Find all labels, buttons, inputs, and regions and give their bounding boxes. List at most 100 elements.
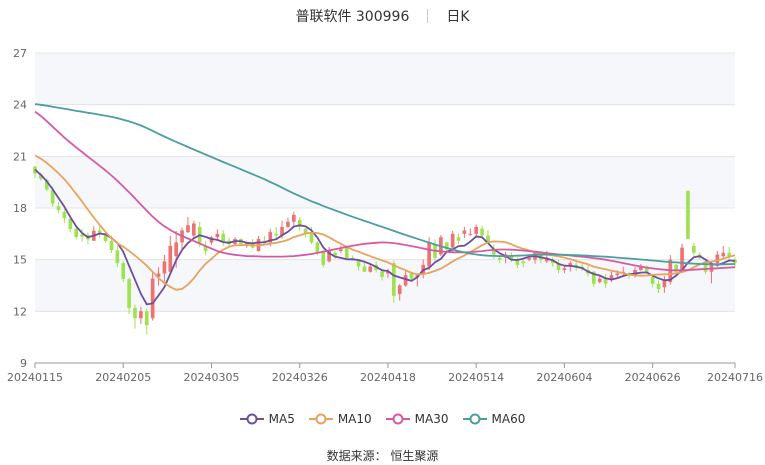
candle-body [574,264,578,267]
x-tick-label: 20240205 [95,371,151,384]
candle-body [62,211,67,218]
candle-body [186,225,190,233]
candle-body [292,214,296,222]
legend-label-ma60: MA60 [491,412,526,426]
candle-body [686,190,690,239]
candle-body [103,233,108,242]
candle-body [497,257,502,260]
candle-body [539,252,543,260]
candle-body [339,249,343,252]
kline-chart[interactable]: 9 12 15 18 21 24 27 20240115 20240205 20240305 202… [0,0,765,400]
candle-body [215,233,220,238]
candle-body [44,179,49,190]
series-line-ma10 [34,154,736,291]
legend-item-ma10[interactable]: MA10 [308,412,372,426]
period-label[interactable]: 日K [446,9,470,25]
candle-body [56,206,61,211]
candle-body [639,266,643,270]
x-tick-label: 20240514 [448,371,504,384]
candle-body [80,234,84,237]
candle-body [592,271,596,284]
candle-body [633,270,637,276]
header-divider [427,9,429,23]
series-line-ma30 [34,110,736,272]
legend-item-ma30[interactable]: MA30 [385,412,449,426]
candle-body [321,251,326,265]
candle-body [403,275,408,286]
candle-body [109,241,114,251]
legend-item-ma5[interactable]: MA5 [239,412,295,426]
candle-body [468,233,473,235]
chart-legend: MA5 MA10 MA30 MA60 [0,412,765,426]
source-label: 数据来源： [326,449,387,463]
candle-body [133,307,137,319]
candle-body [492,251,496,255]
candle-body [597,278,602,283]
candle-body [727,252,731,257]
candle-body [521,261,526,264]
candle-body [268,232,273,243]
candle-body [39,174,43,179]
candle-body [115,250,120,264]
candle-body [680,247,684,270]
x-tick-label: 20240115 [7,371,63,384]
y-tick-label: 24 [13,99,27,112]
candle-body [562,268,567,270]
candle-body [515,259,520,265]
series-line-ma60 [34,103,736,266]
candle-body [692,245,696,253]
y-tick-label: 15 [13,254,27,267]
candle-body [121,263,126,279]
candle-body [715,254,720,264]
candle-body [456,237,461,241]
candle-body [221,233,226,243]
legend-label-ma10: MA10 [337,412,372,426]
legend-item-ma60[interactable]: MA60 [462,412,526,426]
legend-label-ma5: MA5 [268,412,295,426]
candle-body [480,228,484,236]
chart-title: 普联软件 300996 [295,9,410,25]
candle-body [392,263,396,296]
candle-body [450,233,455,248]
grid-band [35,53,735,105]
x-tick-label: 20240716 [707,371,763,384]
y-tick-label: 18 [13,202,27,215]
candle-body [333,252,337,257]
candle-body [486,235,490,243]
candle-body [127,279,131,308]
candle-body [68,219,73,230]
candle-body [74,228,78,237]
candle-body [550,259,555,264]
candle-body [474,226,478,234]
candle-body [327,251,331,262]
data-source: 数据来源： 恒生聚源 [0,447,765,464]
x-tick-label: 20240326 [272,371,328,384]
candle-body [162,261,167,274]
legend-marker-ma5 [239,413,264,425]
candle-body [97,230,102,233]
x-tick-label: 20240305 [183,371,239,384]
candle-body [615,273,620,276]
candle-body [368,266,373,272]
candle-body [150,278,155,319]
candle-body [644,266,649,272]
candle-body [568,263,573,267]
candle-body [656,283,661,289]
x-tick-label: 20240626 [625,371,681,384]
candle-body [309,232,314,243]
series-line-ma5 [34,168,736,306]
candle-body [192,223,196,236]
candle-body [380,271,384,277]
candle-body [356,259,361,267]
candle-body [427,242,431,267]
candle-body [733,259,737,264]
candle-body [703,261,708,272]
candle-body [609,275,614,281]
candle-body [144,311,149,326]
candle-body [303,228,308,234]
candle-body [397,285,402,295]
chart-header: 普联软件 300996 日K [0,5,765,27]
candle-body [50,190,55,204]
grid-band [35,259,735,312]
legend-marker-ma60 [462,413,487,425]
